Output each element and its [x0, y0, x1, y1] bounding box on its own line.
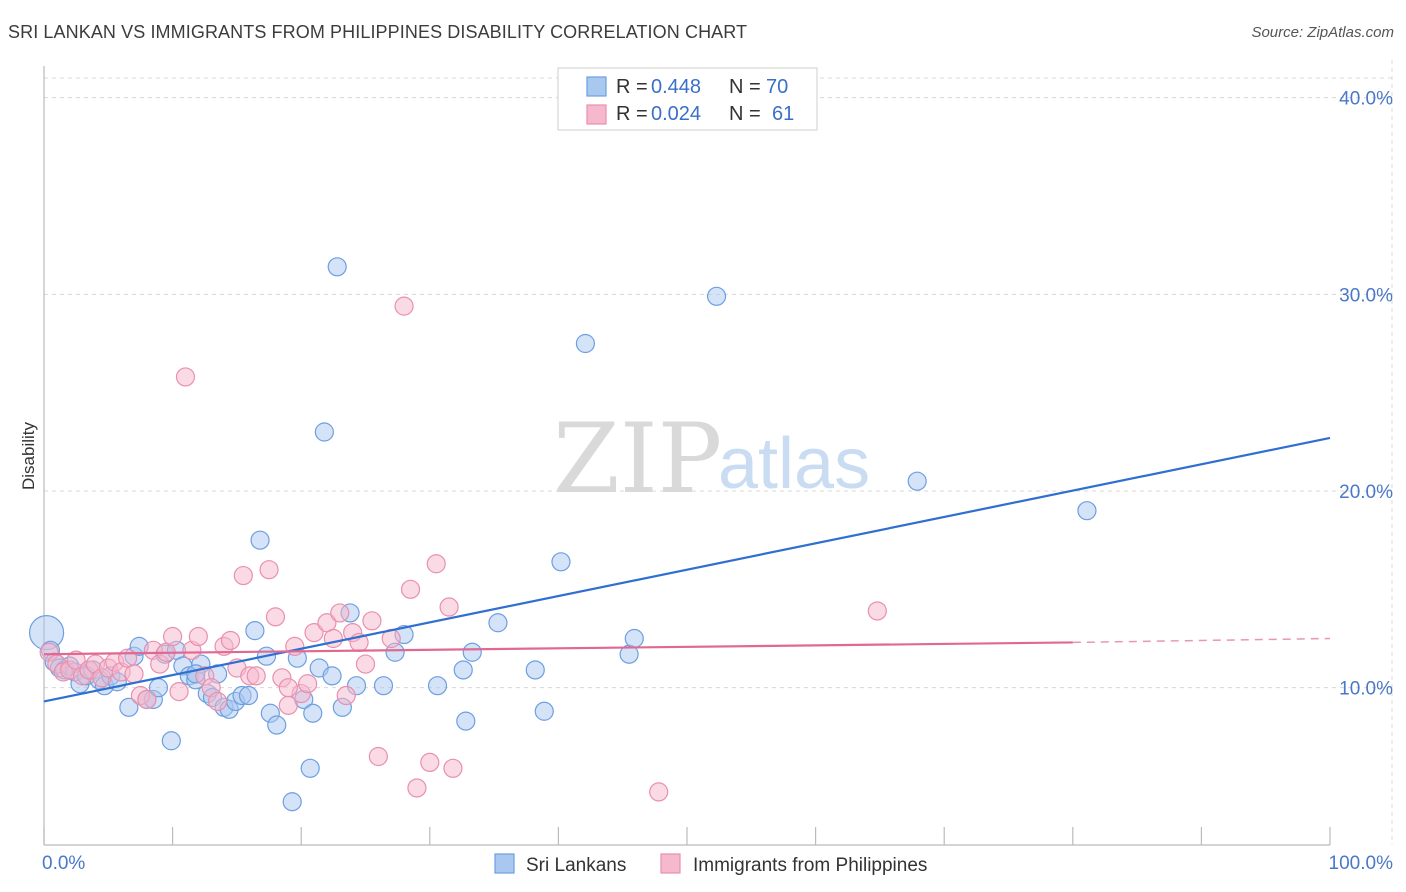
point-philippines-43 [330, 603, 350, 623]
legend-bottom: Sri Lankans Immigrants from Philippines [494, 853, 927, 876]
point-philippines-53 [407, 778, 427, 798]
point-sri-lankan-51 [373, 676, 394, 696]
trend-line-philippines-extrapolated [1072, 637, 1331, 644]
legend-bottom-label-sri-lankans: Sri Lankans [526, 855, 626, 876]
point-philippines-21 [175, 367, 196, 387]
point-sri-lankan-65 [706, 286, 727, 306]
point-sri-lankan-34 [238, 685, 259, 706]
legend-r-value-2: 0.024 [651, 103, 701, 125]
point-sri-lankan-69 [322, 666, 342, 686]
watermark-zip: ZIP [553, 403, 722, 515]
point-sri-lankan-61 [551, 552, 571, 572]
point-philippines-42 [323, 628, 343, 649]
point-sri-lankan-59 [525, 660, 545, 680]
point-sri-lankan-66 [907, 471, 927, 491]
point-sri-lankan-57 [462, 642, 482, 662]
point-sri-lankan-43 [300, 758, 320, 778]
y-tick-label-0: 10.0% [1339, 679, 1393, 700]
point-sri-lankan-44 [303, 703, 323, 723]
point-philippines-44 [336, 685, 356, 706]
grid-lines [44, 60, 1393, 845]
y-tick-label-1: 20.0% [1339, 482, 1393, 503]
series-philippines [39, 296, 887, 802]
point-philippines-15 [137, 689, 157, 710]
point-philippines-23 [188, 626, 208, 647]
point-philippines-30 [233, 565, 253, 586]
watermark-atlas: atlas [718, 424, 870, 504]
point-sri-lankan-14 [119, 697, 139, 717]
point-philippines-60 [278, 678, 298, 698]
legend-swatch-blue [586, 76, 607, 97]
point-philippines-54 [420, 752, 440, 773]
legend-swatch-pink [586, 104, 607, 125]
point-philippines-13 [124, 664, 144, 684]
legend-bottom-label-philippines: Immigrants from Philippines [693, 855, 927, 876]
point-philippines-57 [443, 758, 463, 778]
axes [43, 66, 1331, 846]
y-axis-title: Disability [19, 421, 38, 490]
y-tick-label-3: 40.0% [1339, 89, 1393, 110]
trend-line-philippines [43, 641, 1073, 656]
legend-r-label-1: R = [616, 76, 648, 98]
point-philippines-49 [368, 746, 388, 767]
trend-lines [43, 436, 1331, 703]
x-tick-label-1: 100.0% [1329, 853, 1394, 874]
legend-bottom-swatch-blue [494, 853, 515, 874]
point-sri-lankan-47 [327, 257, 347, 277]
point-philippines-26 [208, 691, 228, 712]
point-philippines-28 [220, 630, 241, 651]
point-sri-lankan-60 [534, 701, 554, 721]
point-philippines-48 [362, 611, 382, 631]
legend-n-value-1: 70 [766, 76, 788, 98]
trend-line-sri-lankans [43, 436, 1331, 703]
watermark: ZIP atlas [553, 403, 870, 515]
point-sri-lankan-40 [282, 792, 302, 812]
x-tick-label-0: 0.0% [42, 853, 85, 874]
series-sri-lankans [28, 257, 1097, 812]
point-sri-lankan-67 [1077, 501, 1097, 521]
point-sri-lankan-39 [267, 715, 287, 735]
legend-top: R = 0.448 N = 70 R = 0.024 N = 61 [557, 67, 818, 131]
point-sri-lankan-36 [250, 530, 270, 550]
point-philippines-33 [259, 560, 279, 580]
point-philippines-52 [400, 579, 421, 599]
legend-bottom-swatch-pink [660, 853, 681, 874]
point-philippines-56 [439, 597, 459, 617]
point-philippines-19 [163, 626, 183, 647]
point-philippines-55 [426, 554, 446, 574]
point-philippines-58 [649, 782, 669, 802]
point-sri-lankan-54 [427, 676, 448, 696]
point-philippines-32 [246, 666, 266, 686]
legend-n-label-1: N = [729, 76, 761, 98]
source-credit: Source: ZipAtlas.com [1251, 24, 1394, 41]
point-sri-lankan-35 [245, 621, 265, 641]
point-philippines-59 [867, 601, 887, 621]
legend-r-label-2: R = [616, 103, 648, 125]
legend-n-label-2: N = [729, 103, 761, 125]
point-philippines-39 [298, 674, 318, 694]
point-philippines-34 [265, 607, 286, 627]
point-sri-lankan-55 [456, 711, 476, 731]
point-philippines-40 [304, 622, 324, 643]
point-philippines-51 [394, 296, 414, 316]
point-philippines-20 [169, 681, 189, 702]
point-sri-lankan-46 [314, 422, 334, 442]
point-sri-lankan-21 [161, 731, 181, 751]
point-sri-lankan-58 [488, 613, 508, 633]
point-philippines-47 [355, 654, 376, 674]
point-philippines-37 [285, 636, 305, 656]
legend-r-value-1: 0.448 [651, 76, 701, 98]
chart-title: SRI LANKAN VS IMMIGRANTS FROM PHILIPPINE… [8, 22, 748, 42]
point-sri-lankan-64 [624, 628, 644, 649]
point-sri-lankan-62 [575, 333, 596, 354]
tick-labels: 10.0% 20.0% 30.0% 40.0% 0.0% 100.0% [42, 89, 1393, 874]
y-tick-label-2: 30.0% [1339, 285, 1393, 306]
legend-n-value-2: 61 [772, 103, 794, 125]
point-sri-lankan-56 [453, 660, 473, 680]
